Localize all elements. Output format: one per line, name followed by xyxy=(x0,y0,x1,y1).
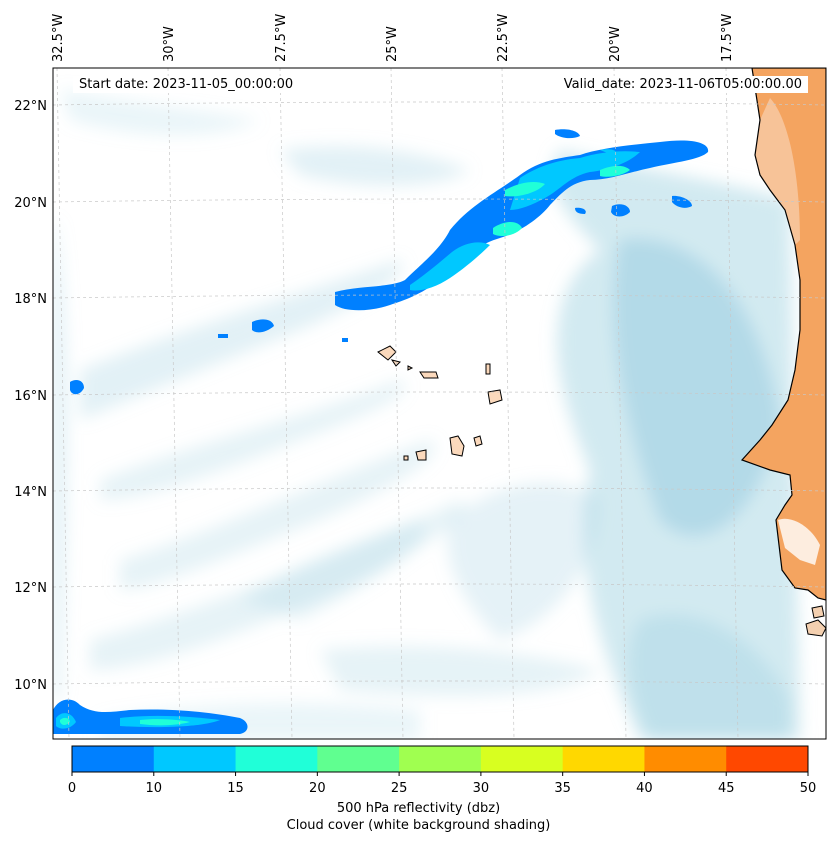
lat-label: 18°N xyxy=(14,292,47,307)
colorbar-segment xyxy=(644,746,727,772)
colorbar-tick-label: 30 xyxy=(473,781,490,796)
colorbar-tick-label: 0 xyxy=(68,781,76,796)
lon-label: 20°W xyxy=(608,26,623,62)
land-africa xyxy=(740,68,826,637)
start-date-label: Start date: 2023-11-05_00:00:00 xyxy=(73,76,300,93)
longitude-labels: 32.5°W 30°W 27.5°W 25°W 22.5°W 20°W 17.5°W xyxy=(51,14,735,62)
lon-label: 17.5°W xyxy=(720,14,735,62)
lon-label: 27.5°W xyxy=(274,14,289,62)
colorbar-tick-label: 45 xyxy=(718,781,735,796)
lon-label: 32.5°W xyxy=(51,14,66,62)
reflectivity-layer xyxy=(53,129,709,734)
colorbar-segment xyxy=(317,746,400,772)
lon-label: 25°W xyxy=(385,26,400,62)
colorbar-segment xyxy=(153,746,237,772)
lon-label: 30°W xyxy=(162,26,177,62)
colorbar-tick-label: 20 xyxy=(309,781,326,796)
lat-label: 12°N xyxy=(14,581,47,596)
lat-label: 10°N xyxy=(14,678,47,693)
map-frame xyxy=(52,67,827,740)
colorbar-tick-label: 10 xyxy=(146,781,163,796)
cloud-cover-layer xyxy=(53,90,800,739)
colorbar-segment xyxy=(72,746,155,772)
colorbar-segment xyxy=(562,746,645,772)
colorbar-title: 500 hPa reflectivity (dbz) xyxy=(336,801,501,816)
colorbar-segment xyxy=(399,746,482,772)
colorbar-tick-label: 50 xyxy=(800,781,817,796)
colorbar-segment xyxy=(480,746,564,772)
lat-label: 16°N xyxy=(14,389,47,404)
lat-label: 22°N xyxy=(14,99,47,114)
latitude-labels: 22°N 20°N 18°N 16°N 14°N 12°N 10°N xyxy=(14,99,47,693)
colorbar-tick-label: 15 xyxy=(227,781,244,796)
colorbar-tick-label: 25 xyxy=(391,781,408,796)
lat-label: 20°N xyxy=(14,196,47,211)
map-area xyxy=(53,68,826,739)
colorbar-tick-label: 35 xyxy=(554,781,571,796)
gridlines xyxy=(53,68,826,739)
colorbar-segment xyxy=(726,746,809,772)
cape-verde-islands xyxy=(377,345,503,461)
colorbar-segment xyxy=(235,746,318,772)
lon-label: 22.5°W xyxy=(496,14,511,62)
lat-label: 14°N xyxy=(14,485,47,500)
colorbar-tick-label: 40 xyxy=(636,781,653,796)
colorbar: 0 10 15 20 25 30 35 40 45 50 xyxy=(68,745,817,796)
valid-date-label: Valid_date: 2023-11-06T05:00:00.00 xyxy=(557,76,808,93)
colorbar-subtitle: Cloud cover (white background shading) xyxy=(286,818,551,833)
